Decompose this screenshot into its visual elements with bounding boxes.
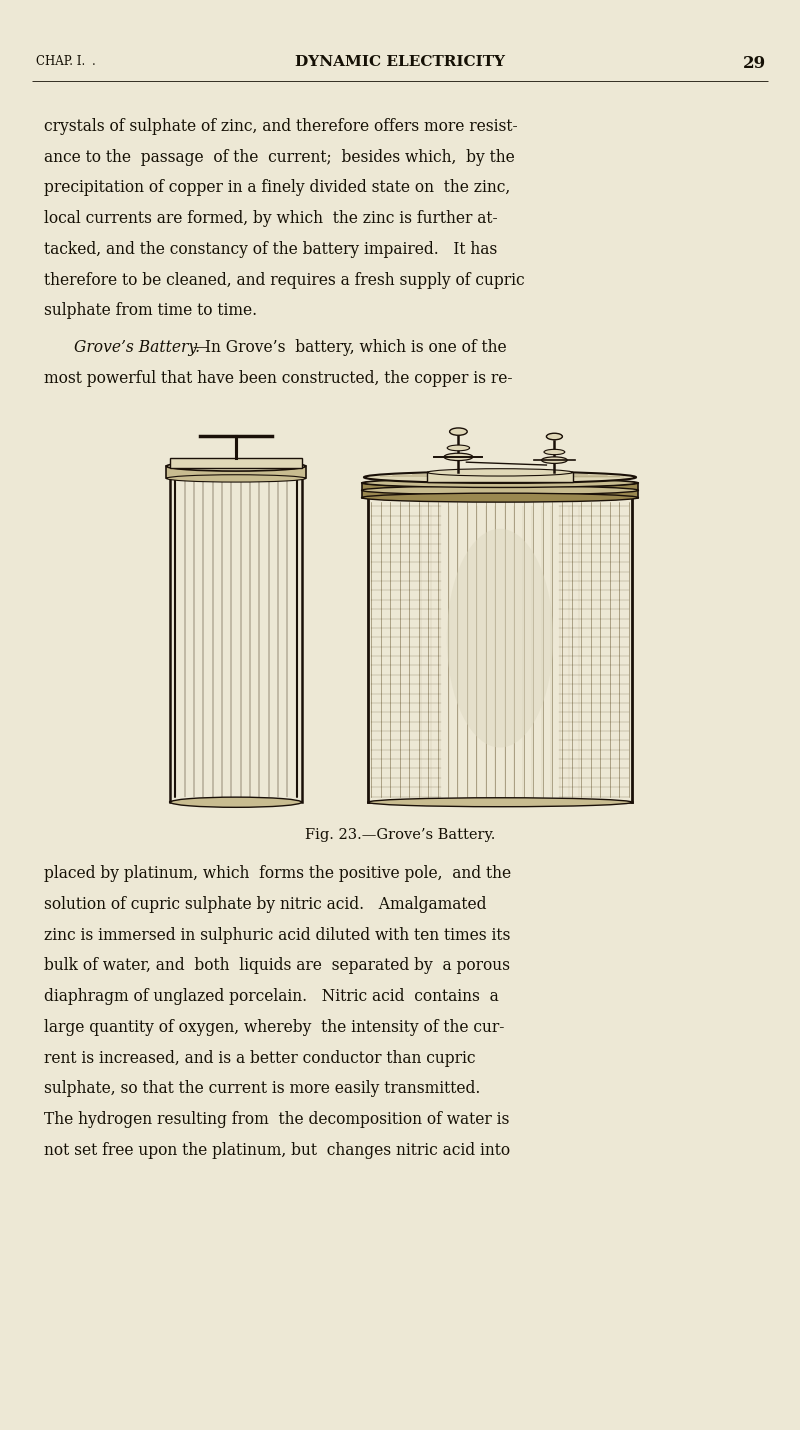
- Text: CHAP. I.: CHAP. I.: [36, 56, 86, 69]
- Ellipse shape: [170, 797, 302, 808]
- Text: precipitation of copper in a finely divided state on  the zinc,: precipitation of copper in a finely divi…: [44, 179, 510, 196]
- Text: ance to the  passage  of the  current;  besides which,  by the: ance to the passage of the current; besi…: [44, 149, 514, 166]
- Text: Grove’s Battery.: Grove’s Battery.: [74, 339, 200, 356]
- Ellipse shape: [364, 472, 636, 483]
- Text: therefore to be cleaned, and requires a fresh supply of cupric: therefore to be cleaned, and requires a …: [44, 272, 525, 289]
- Ellipse shape: [364, 479, 636, 488]
- Text: A. VICKERS. SC: A. VICKERS. SC: [418, 799, 478, 808]
- Text: placed by platinum, which  forms the positive pole,  and the: placed by platinum, which forms the posi…: [44, 865, 511, 882]
- Text: diaphragm of unglazed porcelain.   Nitric acid  contains  a: diaphragm of unglazed porcelain. Nitric …: [44, 988, 498, 1005]
- Text: solution of cupric sulphate by nitric acid.   Amalgamated: solution of cupric sulphate by nitric ac…: [44, 895, 486, 912]
- Text: rent is increased, and is a better conductor than cupric: rent is increased, and is a better condu…: [44, 1050, 475, 1067]
- Ellipse shape: [447, 445, 470, 450]
- Text: local currents are formed, by which  the zinc is further at-: local currents are formed, by which the …: [44, 210, 498, 227]
- Text: 29: 29: [743, 56, 766, 72]
- Text: .: .: [92, 56, 96, 69]
- Ellipse shape: [447, 529, 553, 748]
- Ellipse shape: [544, 449, 565, 455]
- Ellipse shape: [450, 428, 467, 435]
- Polygon shape: [427, 472, 573, 482]
- Text: zinc is immersed in sulphuric acid diluted with ten times its: zinc is immersed in sulphuric acid dilut…: [44, 927, 510, 944]
- Polygon shape: [166, 466, 306, 479]
- Ellipse shape: [444, 453, 473, 460]
- Ellipse shape: [166, 475, 306, 482]
- Text: DYNAMIC ELECTRICITY: DYNAMIC ELECTRICITY: [295, 56, 505, 69]
- Text: most powerful that have been constructed, the copper is re-: most powerful that have been constructed…: [44, 369, 513, 386]
- Polygon shape: [170, 458, 302, 468]
- Ellipse shape: [427, 469, 573, 476]
- Text: tacked, and the constancy of the battery impaired.   It has: tacked, and the constancy of the battery…: [44, 240, 498, 257]
- Text: bulk of water, and  both  liquids are  separated by  a porous: bulk of water, and both liquids are sepa…: [44, 957, 510, 974]
- Text: not set free upon the platinum, but  changes nitric acid into: not set free upon the platinum, but chan…: [44, 1141, 510, 1158]
- Ellipse shape: [362, 493, 638, 502]
- Ellipse shape: [362, 486, 638, 495]
- Text: —: —: [193, 339, 208, 356]
- Polygon shape: [362, 483, 638, 498]
- Text: Fig. 23.—Grove’s Battery.: Fig. 23.—Grove’s Battery.: [305, 828, 495, 842]
- Text: sulphate from time to time.: sulphate from time to time.: [44, 302, 257, 319]
- Text: crystals of sulphate of zinc, and therefore offers more resist-: crystals of sulphate of zinc, and theref…: [44, 119, 518, 134]
- Ellipse shape: [546, 433, 562, 440]
- Ellipse shape: [166, 462, 306, 470]
- Ellipse shape: [542, 456, 567, 463]
- Ellipse shape: [368, 798, 632, 807]
- Text: large quantity of oxygen, whereby  the intensity of the cur-: large quantity of oxygen, whereby the in…: [44, 1018, 504, 1035]
- Text: sulphate, so that the current is more easily transmitted.: sulphate, so that the current is more ea…: [44, 1080, 480, 1097]
- Text: The hydrogen resulting from  the decomposition of water is: The hydrogen resulting from the decompos…: [44, 1111, 510, 1128]
- Text: In Grove’s  battery, which is one of the: In Grove’s battery, which is one of the: [205, 339, 506, 356]
- Ellipse shape: [362, 479, 638, 488]
